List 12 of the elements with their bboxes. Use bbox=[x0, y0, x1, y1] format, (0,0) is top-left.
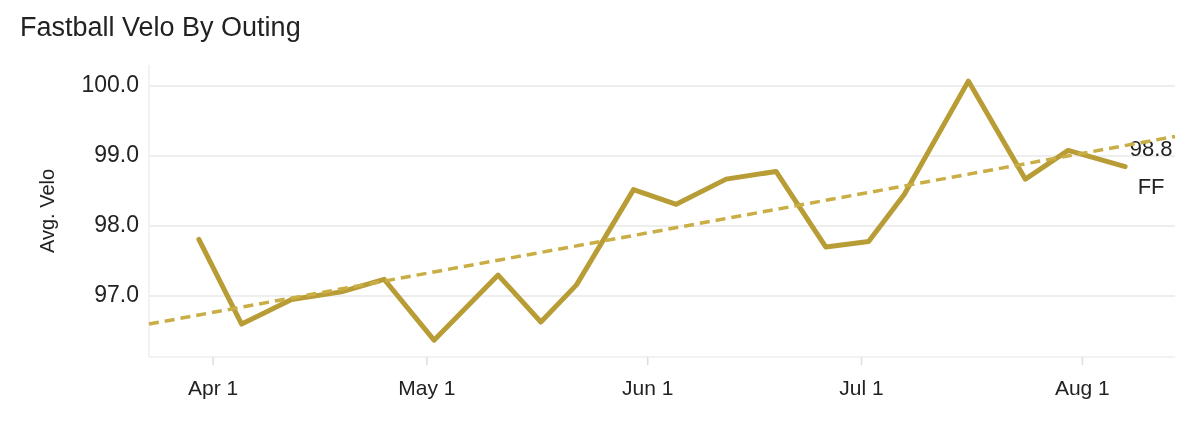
y-tick-label: 99.0 bbox=[94, 141, 139, 168]
y-tick-label: 98.0 bbox=[94, 211, 139, 238]
y-tick-label: 97.0 bbox=[94, 281, 139, 308]
x-tick-label: Jul 1 bbox=[839, 376, 884, 399]
x-tick-label: Jun 1 bbox=[622, 376, 674, 399]
x-tick-label: Apr 1 bbox=[188, 376, 239, 399]
y-axis-title: Avg. Velo bbox=[36, 168, 58, 254]
chart-title: Fastball Velo By Outing bbox=[20, 12, 301, 42]
x-tick-label: Aug 1 bbox=[1054, 376, 1110, 399]
series-label: FF bbox=[1137, 174, 1165, 200]
y-tick-label: 100.0 bbox=[81, 71, 139, 98]
x-tick-label: May 1 bbox=[398, 376, 456, 399]
